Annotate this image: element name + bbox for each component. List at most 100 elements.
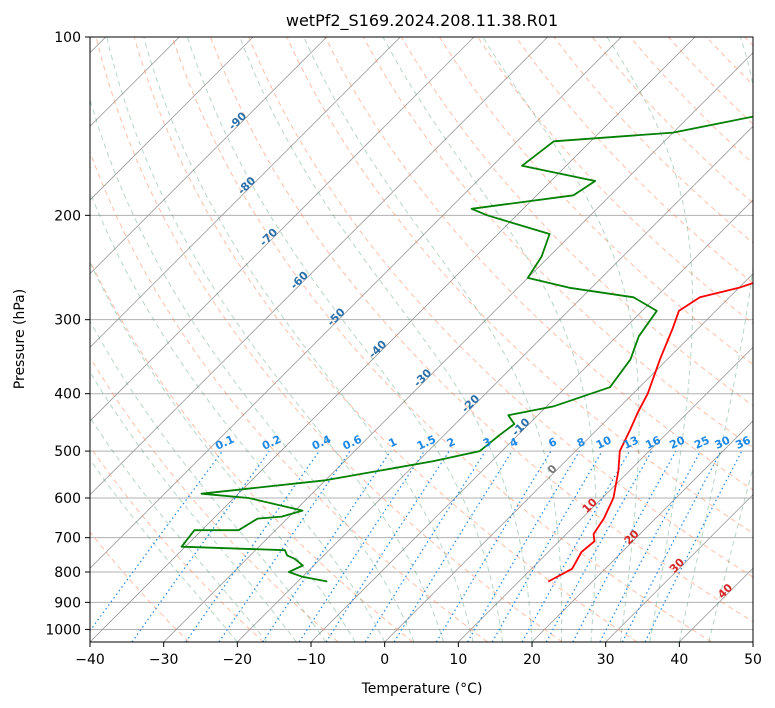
isotherm-line <box>90 37 401 348</box>
mixing-ratio-line <box>262 450 392 642</box>
mixing-ratio-line <box>218 450 351 642</box>
isotherm-label: 40 <box>715 581 735 601</box>
dry-adiabat-line <box>706 37 753 86</box>
moist-adiabat-line <box>678 37 753 642</box>
mixing-ratio-label: 16 <box>643 433 663 451</box>
x-tick-label: 10 <box>449 652 467 668</box>
moist-adiabat-line <box>303 37 563 642</box>
x-axis-label: Temperature (°C) <box>361 681 483 697</box>
y-tick-label: 1000 <box>45 622 81 638</box>
isotherm-line <box>90 37 254 201</box>
y-axis-label: Pressure (hPa) <box>12 289 28 389</box>
mixing-ratio-label: 0.1 <box>213 433 236 453</box>
mixing-ratio-line <box>644 450 743 642</box>
mixing-ratio-line <box>435 450 552 642</box>
dry-adiabat-line <box>744 37 753 47</box>
moist-adiabat-line <box>90 261 356 642</box>
mixing-ratio-label: 10 <box>594 433 614 451</box>
isotherm-line <box>90 37 696 642</box>
y-tick-label: 700 <box>54 531 81 547</box>
mixing-ratio-line <box>325 450 450 642</box>
isotherm-label: -90 <box>226 109 249 132</box>
mixing-ratio-line <box>298 450 425 642</box>
mixing-ratio-line <box>599 450 702 642</box>
mixing-ratio-label: 2 <box>445 435 457 450</box>
dry-adiabat-line <box>591 37 753 204</box>
x-tick-label: 20 <box>523 652 541 668</box>
y-tick-label: 600 <box>54 491 81 507</box>
dry-adiabat-line <box>248 37 753 578</box>
x-tick-label: −30 <box>149 652 179 668</box>
mixing-ratio-label: 0.4 <box>310 433 333 453</box>
isotherm-line <box>237 125 753 642</box>
mixing-ratio-line <box>185 450 320 642</box>
isotherm-line <box>384 273 753 642</box>
isotherm-line <box>163 52 753 642</box>
mixing-ratio-line <box>521 450 631 642</box>
mixing-ratio-label: 0.6 <box>341 433 364 453</box>
mixing-ratio-label: 25 <box>692 434 711 452</box>
dry-adiabat-line <box>171 37 712 642</box>
x-tick-label: 0 <box>380 652 389 668</box>
moist-adiabat-line <box>90 370 297 642</box>
y-tick-label: 400 <box>54 387 81 403</box>
mixing-ratio-label: 30 <box>713 433 733 451</box>
x-tick-label: −10 <box>296 652 326 668</box>
isotherm-label: 20 <box>622 527 642 547</box>
x-tick-label: 50 <box>744 652 762 668</box>
mixing-ratio-line <box>545 450 653 642</box>
isotherm-line <box>605 494 753 642</box>
mixing-ratio-label: 0.2 <box>260 433 283 453</box>
dry-adiabat-line <box>668 37 753 125</box>
dry-adiabat-line <box>90 150 488 642</box>
dry-adiabat-line <box>95 37 563 642</box>
dry-adiabat-line <box>210 37 753 623</box>
moist-adiabat-line <box>90 458 238 642</box>
isotherm-label: 30 <box>667 555 687 575</box>
isotherm-line <box>90 37 622 569</box>
moist-adiabat-line <box>187 37 503 642</box>
x-tick-label: −40 <box>75 652 105 668</box>
dry-adiabat-line <box>438 37 753 366</box>
mixing-ratio-label: 6 <box>546 435 559 450</box>
mixing-ratio-line <box>572 450 677 642</box>
isotherm-line <box>752 641 753 642</box>
axes-frame <box>89 36 754 643</box>
mixing-ratio-line <box>466 450 580 642</box>
dry-adiabat-line <box>90 259 414 642</box>
moist-adiabat-line <box>90 320 327 642</box>
isotherm-line <box>90 37 548 496</box>
y-tick-label: 200 <box>54 208 81 224</box>
plot-area <box>90 37 753 642</box>
chart-title: wetPf2_S169.2024.208.11.38.R01 <box>286 11 558 31</box>
moist-adiabat-line <box>606 37 694 642</box>
dry-adiabat-line <box>133 37 638 642</box>
mixing-ratio-label: 1.5 <box>415 433 438 453</box>
dry-adiabat-line <box>90 445 264 642</box>
mixing-ratio-label: 8 <box>575 435 587 450</box>
isotherm-label: -20 <box>459 392 482 415</box>
dry-adiabat-line <box>286 37 753 534</box>
y-tick-label: 800 <box>54 565 81 581</box>
temperature-profile-line <box>547 282 753 583</box>
x-tick-label: −20 <box>223 652 253 668</box>
mixing-ratio-label: 36 <box>733 433 753 451</box>
mixing-ratio-label: 13 <box>621 434 640 452</box>
moist-adiabat-line <box>382 37 597 642</box>
x-tick-label: 30 <box>597 652 615 668</box>
mixing-ratio-line <box>364 450 486 642</box>
moist-adiabat-line <box>106 37 445 642</box>
isotherm-label: -50 <box>325 305 348 328</box>
isotherm-line <box>531 420 753 642</box>
isotherm-label: -80 <box>235 174 258 197</box>
y-tick-label: 300 <box>54 313 81 329</box>
moist-adiabat-line <box>482 37 640 642</box>
mixing-ratio-label: 20 <box>668 433 688 451</box>
isotherm-label: -70 <box>257 226 280 249</box>
isotherm-line <box>90 37 475 422</box>
isotherm-line <box>90 37 327 275</box>
moist-adiabat-line <box>90 416 268 642</box>
mixing-ratio-line <box>393 450 513 642</box>
y-tick-label: 500 <box>54 444 81 460</box>
